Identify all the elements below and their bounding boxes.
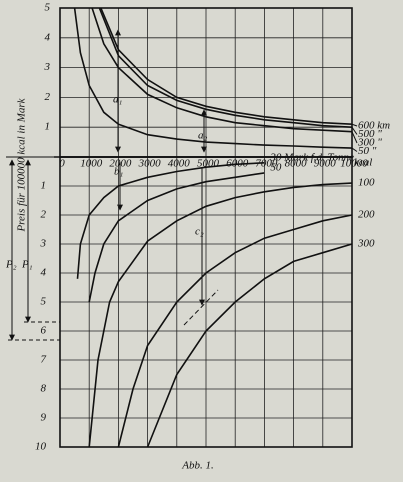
curve <box>91 7 353 133</box>
curve <box>73 7 353 149</box>
curve <box>88 172 265 303</box>
y-tick-label: 1 <box>45 121 51 133</box>
x-tick-label: 7000 <box>255 158 278 170</box>
y-tick-label: 4 <box>45 31 51 43</box>
y-tick-label: 5 <box>45 2 51 14</box>
y-tick-label: 2 <box>41 209 47 221</box>
annotation: c₂ <box>195 226 204 238</box>
series-label: 600 km <box>358 120 390 132</box>
x-tick-label: 3000 <box>138 158 162 170</box>
x-tick-label: 10000 <box>340 158 368 170</box>
label-leader <box>351 131 358 144</box>
y-tick-label: 9 <box>41 412 47 424</box>
y-tick-label: 10 <box>35 441 47 453</box>
x-tick-label: 4000 <box>168 158 191 170</box>
annotation: P₁ <box>21 259 33 271</box>
guide <box>183 289 219 326</box>
y-tick-label: 1 <box>41 180 47 192</box>
y-tick-label: 3 <box>44 61 51 73</box>
y-axis-title: Preis für 100000 kcal in Mark <box>16 97 28 232</box>
series-label: 30 Mark f.d. Tonne <box>269 151 354 163</box>
series-label: 300 <box>357 238 375 250</box>
y-tick-label: 4 <box>41 267 47 279</box>
x-axis-label: kcal <box>354 157 372 169</box>
y-tick-label: 7 <box>41 354 47 366</box>
annotation: b₁ <box>114 166 124 178</box>
series-label: 500 " <box>358 128 382 140</box>
annotation: a₁ <box>113 94 123 106</box>
series-label: 200 <box>358 209 375 221</box>
y-tick-label: 3 <box>40 238 47 250</box>
x-tick-label: 0 <box>59 158 65 170</box>
label-leader <box>351 147 358 152</box>
series-label: 300 " <box>357 137 382 149</box>
curve <box>117 214 353 448</box>
curve <box>98 7 353 128</box>
y-tick-label: 6 <box>41 325 47 337</box>
y-tick-label: 8 <box>41 383 47 395</box>
y-tick-label: 5 <box>41 296 47 308</box>
x-tick-label: 1000 <box>80 158 103 170</box>
x-tick-label: 9000 <box>314 158 337 170</box>
curve <box>146 243 353 448</box>
curve <box>76 162 265 279</box>
series-label: 50 <box>270 161 282 173</box>
label-leader <box>351 126 358 135</box>
caption: Abb. 1. <box>181 460 213 472</box>
curve <box>100 7 353 125</box>
series-label: 100 <box>358 177 375 189</box>
annotation: P₂ <box>5 259 17 271</box>
y-tick-label: 2 <box>45 91 51 103</box>
annotation: a₂ <box>198 130 208 142</box>
series-label: 50 " <box>358 145 377 157</box>
curve <box>88 182 353 448</box>
x-tick-label: 2000 <box>109 158 132 170</box>
x-tick-label: 8000 <box>285 158 308 170</box>
label-leader <box>351 123 358 127</box>
